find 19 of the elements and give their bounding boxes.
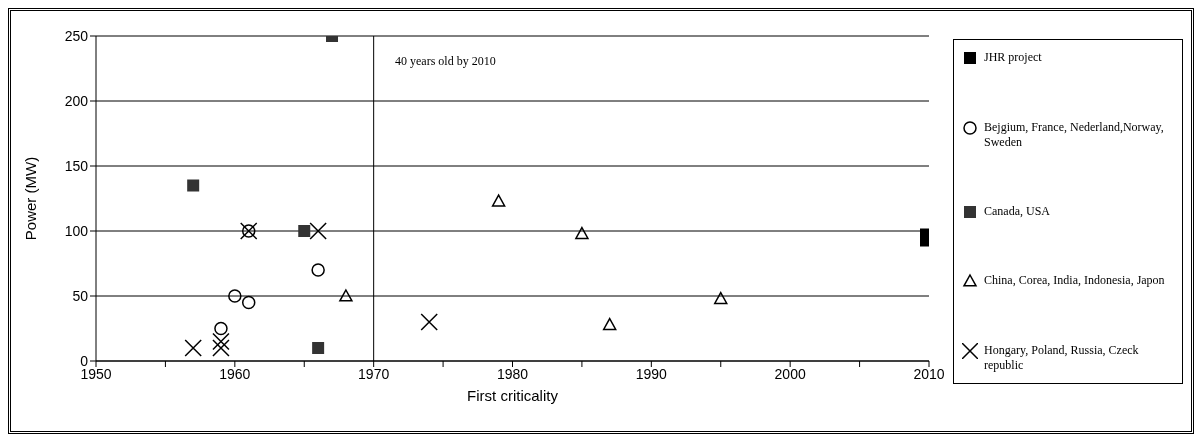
y-tick-label: 150 bbox=[64, 157, 89, 174]
y-tick-label: 100 bbox=[64, 222, 89, 239]
x-tick-label: 1970 bbox=[358, 365, 390, 382]
legend-label: JHR project bbox=[984, 50, 1042, 65]
y-tick-label: 200 bbox=[64, 92, 89, 109]
legend-label: China, Corea, India, Indonesia, Japon bbox=[984, 273, 1165, 289]
x-tick-label: 1960 bbox=[219, 365, 251, 382]
x-tick-label: 1980 bbox=[496, 365, 529, 382]
ref-line-label: 40 years old by 2010 bbox=[395, 53, 496, 68]
legend-label: Canada, USA bbox=[984, 203, 1050, 219]
y-axis-title: Power (MW) bbox=[22, 156, 40, 241]
y-tick-label: 250 bbox=[64, 27, 89, 44]
x-tick-label: 2000 bbox=[774, 365, 806, 382]
y-tick-label: 50 bbox=[72, 287, 89, 304]
legend-label: Hongary, Poland, Russia, Czeck republic bbox=[984, 343, 1140, 373]
x-tick-label: 2010 bbox=[913, 365, 945, 382]
x-tick-label: 1990 bbox=[635, 365, 668, 382]
legend-label: Bejgium, France, Nederland,Norway, Sweden bbox=[984, 119, 1165, 150]
x-axis-title: First criticality bbox=[467, 387, 559, 404]
